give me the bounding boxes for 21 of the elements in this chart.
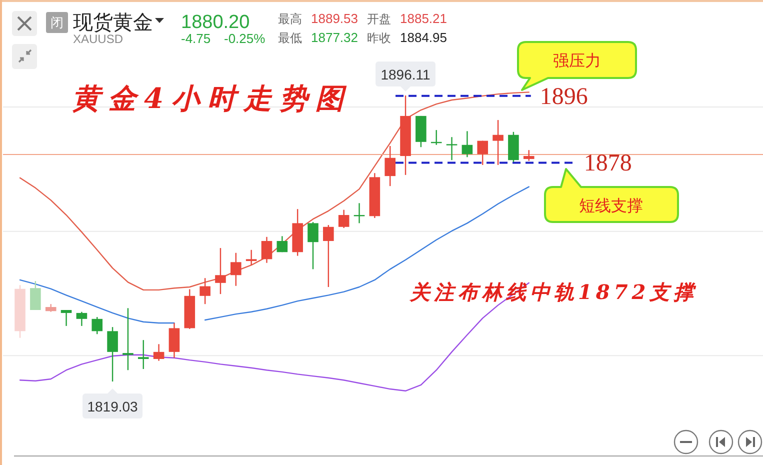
annotation: 1896.11	[380, 66, 431, 82]
ref-line-label: 1896	[540, 84, 588, 110]
text: -0.25%	[224, 31, 266, 46]
text: 1880.20	[181, 12, 250, 33]
text: -4.75	[181, 31, 211, 46]
text: 闭	[50, 15, 64, 30]
text: 现货黄金	[73, 12, 153, 34]
text: XAUUSD	[73, 32, 124, 46]
text: 1884.95	[400, 30, 447, 45]
text: 1889.53	[311, 11, 358, 26]
text: 1885.21	[400, 11, 447, 26]
text: 开盘	[367, 12, 391, 26]
text: 昨收	[367, 31, 391, 45]
text: 最低	[278, 31, 302, 45]
text: 1877.32	[311, 30, 358, 45]
text: 强压力	[553, 52, 601, 70]
chart-title: 黄金4小时走势图	[72, 82, 352, 115]
text: 短线支撑	[579, 197, 643, 215]
ref-line-label: 1878	[584, 150, 632, 177]
annotation: 1819.03	[87, 398, 138, 414]
text: 最高	[278, 12, 302, 26]
